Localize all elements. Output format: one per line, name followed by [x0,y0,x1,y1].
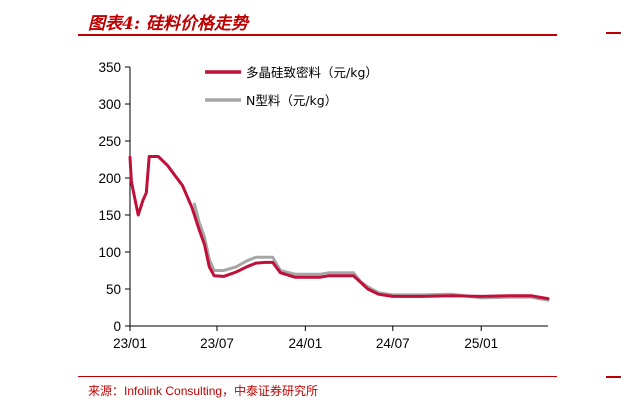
y-tick-label: 350 [98,60,121,75]
figure-title-bar: 图表4: 硅料价格走势 [78,0,557,36]
x-tick-label: 24/07 [376,336,410,351]
y-tick-label: 300 [98,97,121,112]
x-tick-label: 23/07 [200,336,234,351]
adjacent-figure-footer-rule [606,376,621,378]
x-tick-label: 24/01 [288,336,322,351]
series-line-n-type [192,202,550,302]
y-tick-label: 250 [98,134,121,149]
y-tick-label: 150 [98,208,121,223]
source-bar: 来源：Infolink Consulting，中泰证券研究所 [78,376,557,399]
y-tick-label: 200 [98,171,121,186]
adjacent-figure-rule [606,32,621,34]
y-tick-label: 0 [113,319,121,334]
y-tick-label: 100 [98,245,121,260]
y-tick-label: 50 [106,282,121,297]
source-note: 来源：Infolink Consulting，中泰证券研究所 [88,384,319,398]
legend-label: N型料（元/kg） [246,93,337,108]
x-tick-label: 23/01 [113,336,147,351]
legend-label: 多晶硅致密料（元/kg） [246,65,378,80]
figure-title: 图表4: 硅料价格走势 [88,14,249,34]
series-line-polysilicon [128,155,550,301]
x-tick-label: 25/01 [464,336,498,351]
